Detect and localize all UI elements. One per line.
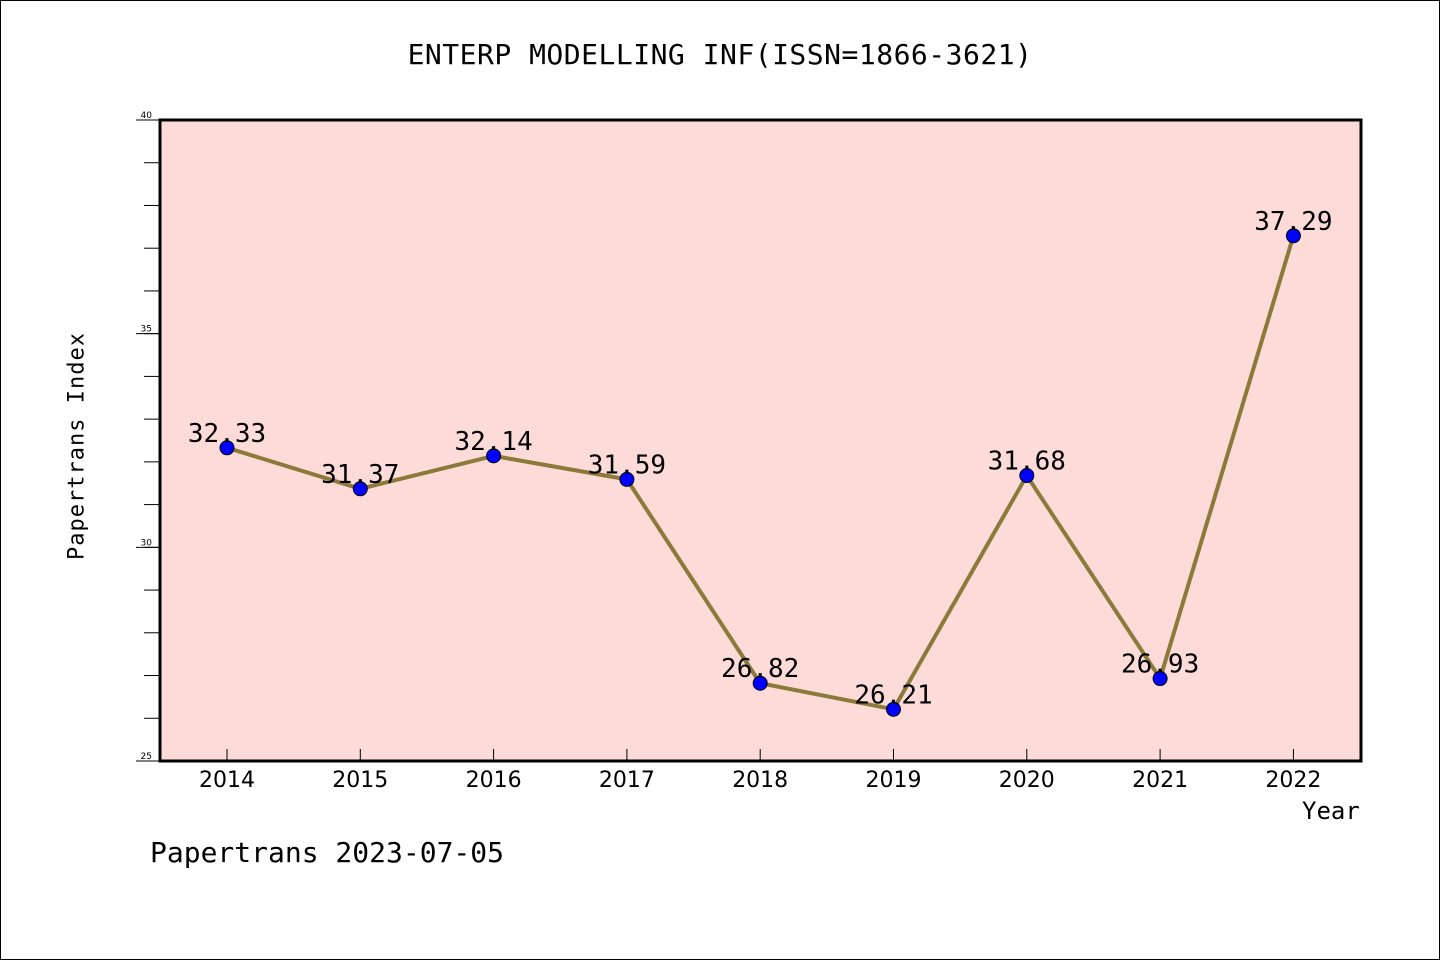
x-tick-label: 2020 xyxy=(999,768,1055,793)
y-tick-label: 30 xyxy=(141,538,153,548)
x-tick-label: 2022 xyxy=(1265,768,1321,793)
x-ticks: 2014 2015 2016 2017 2018 2019 2020 2021 2022 xyxy=(199,749,1321,793)
x-tick-label: 2018 xyxy=(732,768,788,793)
data-point xyxy=(619,471,635,487)
chart-title: ENTERP MODELLING INF(ISSN=1866-3621) xyxy=(407,38,1033,71)
data-label: 31.37 xyxy=(321,460,399,490)
footer-credit: Papertrans 2023-07-05 xyxy=(150,836,505,869)
x-tick-label: 2021 xyxy=(1132,768,1188,793)
data-label: 26.82 xyxy=(721,654,799,684)
x-tick-label: 2015 xyxy=(332,768,388,793)
x-tick-label: 2019 xyxy=(866,768,922,793)
data-label: 32.33 xyxy=(188,419,266,449)
x-tick-label: 2014 xyxy=(199,768,255,793)
data-point xyxy=(219,440,235,456)
x-tick-label: 2017 xyxy=(599,768,655,793)
data-point xyxy=(1285,228,1301,244)
data-label: 26.21 xyxy=(854,680,932,710)
data-point xyxy=(886,701,901,717)
plot-border xyxy=(158,118,1363,763)
data-label: 32.14 xyxy=(454,427,532,457)
data-point xyxy=(352,481,368,497)
x-tick-label: 2016 xyxy=(466,768,522,793)
data-point xyxy=(752,675,768,691)
data-point xyxy=(1019,468,1035,484)
data-point xyxy=(486,448,502,464)
data-point xyxy=(1152,671,1168,687)
data-label: 37.29 xyxy=(1254,207,1332,237)
y-tick-label: 25 xyxy=(141,752,152,762)
y-major-ticks: 25 30 35 40 xyxy=(136,111,160,762)
data-label: 31.59 xyxy=(588,450,666,480)
y-tick-label: 40 xyxy=(141,111,153,121)
plot-area xyxy=(160,120,1361,761)
y-minor-ticks xyxy=(144,119,160,762)
data-labels: 32.33 31.37 32.14 31.59 26.82 26.21 31.68 26.93… xyxy=(188,207,1333,710)
markers xyxy=(219,228,1301,717)
data-label: 26.93 xyxy=(1121,650,1199,680)
y-tick-label: 35 xyxy=(141,325,152,335)
data-label: 31.68 xyxy=(988,447,1066,477)
x-axis-label: Year xyxy=(1302,797,1360,825)
